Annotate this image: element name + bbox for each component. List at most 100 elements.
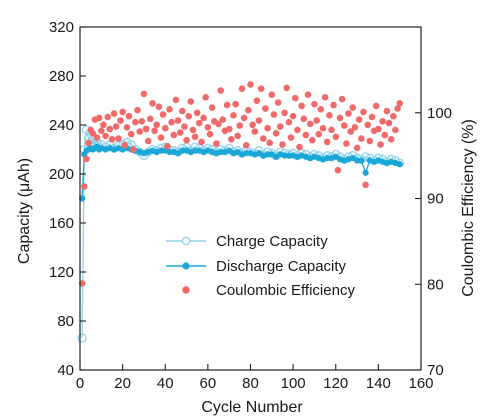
- data-point: [362, 169, 369, 176]
- y-axis-left-title: Capacity (μAh): [16, 158, 33, 264]
- data-point: [191, 133, 199, 141]
- data-point: [343, 140, 350, 147]
- data-point: [166, 106, 173, 113]
- data-point: [392, 126, 399, 134]
- data-point: [396, 100, 404, 107]
- data-point: [236, 122, 244, 129]
- legend-ce-marker: [182, 286, 190, 294]
- data-point: [268, 91, 276, 98]
- x-tick-label: 140: [366, 375, 391, 392]
- data-point: [372, 102, 380, 110]
- data-point: [170, 131, 178, 139]
- data-point: [102, 132, 109, 140]
- data-point: [243, 150, 250, 157]
- data-point: [319, 124, 327, 132]
- data-point: [136, 128, 143, 135]
- x-tick-label: 60: [200, 375, 217, 392]
- data-point: [302, 131, 310, 139]
- data-point: [292, 94, 299, 102]
- data-point: [183, 136, 190, 144]
- legend-charge-marker: [181, 236, 191, 246]
- data-point: [349, 104, 357, 111]
- legend: Charge Capacity Discharge Capacity Coulo…: [166, 233, 355, 299]
- data-point: [104, 113, 111, 121]
- data-point: [396, 161, 403, 168]
- x-tick-label: 120: [323, 375, 348, 392]
- data-point: [364, 121, 372, 129]
- data-point: [381, 131, 389, 139]
- data-point: [287, 134, 295, 141]
- data-point: [206, 130, 214, 138]
- data-point: [390, 112, 397, 120]
- data-point: [366, 137, 374, 145]
- data-point: [317, 106, 325, 113]
- data-point: [134, 106, 141, 114]
- data-point: [336, 114, 344, 122]
- y-right-tick-label: 70: [427, 362, 444, 379]
- data-point: [185, 112, 192, 120]
- data-point: [347, 128, 355, 135]
- y-left-tick-label: 320: [49, 19, 74, 36]
- data-point: [142, 125, 150, 133]
- data-point: [281, 109, 288, 117]
- data-point: [168, 118, 175, 126]
- data-point: [95, 114, 103, 122]
- legend-ce-label: Coulombic Efficiency: [216, 282, 355, 299]
- data-point: [100, 121, 107, 129]
- data-point: [361, 152, 371, 162]
- y-right-tick-label: 100: [427, 105, 452, 122]
- data-point: [140, 90, 148, 98]
- data-point: [296, 143, 303, 151]
- data-point: [281, 152, 288, 159]
- data-point: [112, 123, 120, 130]
- data-point: [257, 85, 265, 92]
- data-point: [213, 140, 220, 147]
- data-point: [208, 104, 216, 111]
- y-right-tick-label: 90: [427, 191, 444, 208]
- data-point: [345, 110, 352, 117]
- y-left-tick-label: 80: [57, 313, 74, 330]
- data-point: [332, 133, 340, 141]
- data-point: [368, 113, 376, 121]
- data-point: [334, 166, 342, 174]
- data-point: [153, 121, 160, 129]
- data-point: [277, 123, 284, 130]
- data-point: [93, 134, 101, 141]
- data-point: [274, 99, 282, 106]
- data-point: [309, 136, 316, 144]
- series-discharge-capacity: [79, 143, 403, 202]
- data-point: [300, 115, 308, 123]
- data-point: [351, 124, 359, 131]
- data-point: [262, 105, 269, 112]
- data-point: [255, 117, 263, 124]
- y-left-tick-label: 40: [57, 362, 74, 379]
- data-point: [285, 118, 293, 126]
- data-point: [157, 134, 165, 141]
- data-point: [200, 114, 207, 122]
- data-point: [130, 146, 137, 153]
- data-point: [159, 111, 167, 118]
- data-point: [147, 115, 154, 123]
- data-point: [119, 108, 126, 116]
- data-point: [240, 114, 248, 122]
- data-point: [355, 116, 363, 123]
- data-point: [202, 94, 209, 101]
- data-point: [245, 106, 252, 114]
- data-point: [328, 126, 335, 134]
- data-point: [230, 112, 237, 119]
- data-point: [253, 97, 261, 104]
- data-point: [294, 126, 301, 134]
- data-point: [266, 139, 274, 147]
- data-point: [362, 181, 369, 189]
- data-point: [338, 95, 346, 103]
- data-point: [123, 124, 131, 131]
- x-axis-title: Cycle Number: [201, 399, 303, 416]
- data-point: [223, 101, 231, 109]
- data-point: [323, 138, 331, 146]
- data-point: [249, 121, 256, 129]
- data-point: [324, 155, 331, 162]
- data-point: [330, 101, 337, 109]
- data-point: [279, 141, 286, 148]
- y-right-tick-label: 80: [427, 276, 444, 293]
- x-tick-label: 100: [281, 375, 306, 392]
